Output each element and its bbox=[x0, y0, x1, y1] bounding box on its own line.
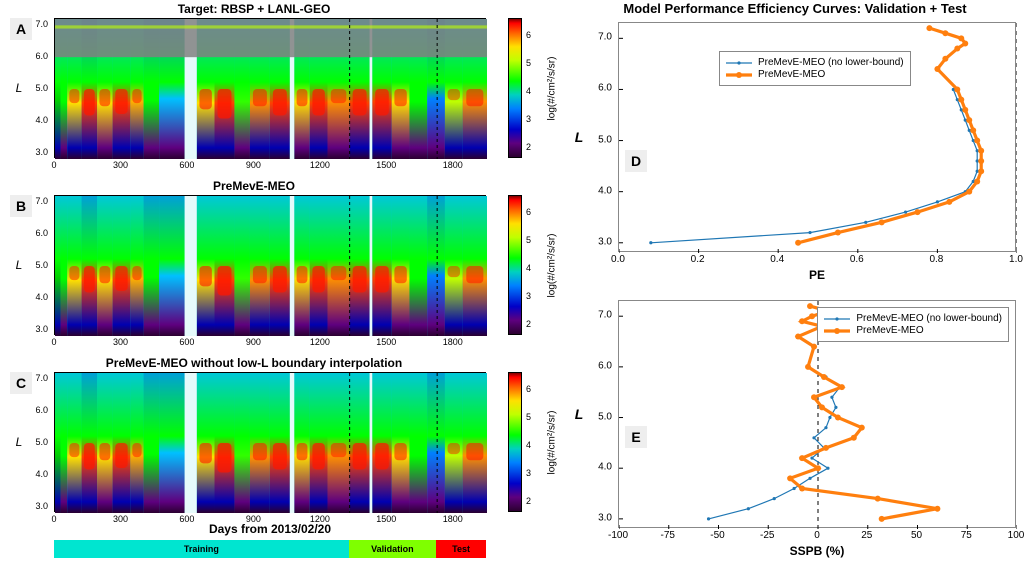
legend: PreMevE-MEO (no lower-bound)PreMevE-MEO bbox=[817, 307, 1009, 342]
colorbar-label: log(#/cm²/s/sr) bbox=[545, 372, 559, 512]
x-label: SSPB (%) bbox=[618, 544, 1016, 558]
panel-letter: E bbox=[625, 426, 647, 448]
line-plot: D PreMevE-MEO (no lower-bound)PreMevE-MEO bbox=[618, 22, 1016, 252]
colorbar: 23456 bbox=[508, 18, 522, 158]
y-label: L bbox=[570, 22, 588, 252]
line-panel-E: L3.04.05.06.07.0 E PreMevE-MEO (no lower-b… bbox=[566, 300, 1024, 566]
heatmap-panel-C: PreMevE-MEO without low-L boundary inter… bbox=[8, 354, 560, 530]
right-column: Model Performance Efficiency Curves: Val… bbox=[566, 0, 1024, 573]
heatmap-panel-B: PreMevE-MEOBL3.04.05.06.07.0030060090012… bbox=[8, 177, 560, 353]
heatmap-plot bbox=[54, 195, 486, 335]
y-label: L bbox=[12, 372, 26, 512]
colorbar-label: log(#/cm²/s/sr) bbox=[545, 195, 559, 335]
heatmap-title: Target: RBSP + LANL-GEO bbox=[8, 2, 500, 16]
legend: PreMevE-MEO (no lower-bound)PreMevE-MEO bbox=[719, 51, 911, 86]
colorbar-label: log(#/cm²/s/sr) bbox=[545, 18, 559, 158]
phase-bar: TrainingValidationTest bbox=[54, 540, 486, 558]
y-axis: 3.04.05.06.07.0 bbox=[30, 372, 52, 512]
y-axis: 3.04.05.06.07.0 bbox=[592, 22, 616, 252]
heatmap-title: PreMevE-MEO bbox=[8, 179, 500, 193]
x-label: PE bbox=[618, 268, 1016, 282]
heatmap-plot bbox=[54, 372, 486, 512]
y-label: L bbox=[12, 195, 26, 335]
panel-letter: D bbox=[625, 150, 647, 172]
right-title: Model Performance Efficiency Curves: Val… bbox=[566, 1, 1024, 16]
x-axis: -100-75-50-250255075100 bbox=[618, 530, 1016, 544]
phase-test: Test bbox=[436, 540, 486, 558]
line-plot: E PreMevE-MEO (no lower-bound)PreMevE-MEO bbox=[618, 300, 1016, 528]
left-column: Target: RBSP + LANL-GEOAL3.04.05.06.07.0… bbox=[8, 0, 560, 573]
colorbar: 23456 bbox=[508, 195, 522, 335]
heatmap-plot bbox=[54, 18, 486, 158]
x-axis: 0300600900120015001800 bbox=[54, 160, 486, 174]
phase-training: Training bbox=[54, 540, 349, 558]
heatmap-panel-A: Target: RBSP + LANL-GEOAL3.04.05.06.07.0… bbox=[8, 0, 560, 176]
heatmap-title: PreMevE-MEO without low-L boundary inter… bbox=[8, 356, 500, 370]
x-axis: 0.00.20.40.60.81.0 bbox=[618, 254, 1016, 268]
colorbar: 23456 bbox=[508, 372, 522, 512]
y-axis: 3.04.05.06.07.0 bbox=[30, 18, 52, 158]
y-axis: 3.04.05.06.07.0 bbox=[30, 195, 52, 335]
line-panel-D: L3.04.05.06.07.0 D PreMevE-MEO (no lower-b… bbox=[566, 22, 1024, 288]
y-label: L bbox=[570, 300, 588, 528]
y-label: L bbox=[12, 18, 26, 158]
x-axis: 0300600900120015001800 bbox=[54, 337, 486, 351]
y-axis: 3.04.05.06.07.0 bbox=[592, 300, 616, 528]
phase-validation: Validation bbox=[349, 540, 437, 558]
